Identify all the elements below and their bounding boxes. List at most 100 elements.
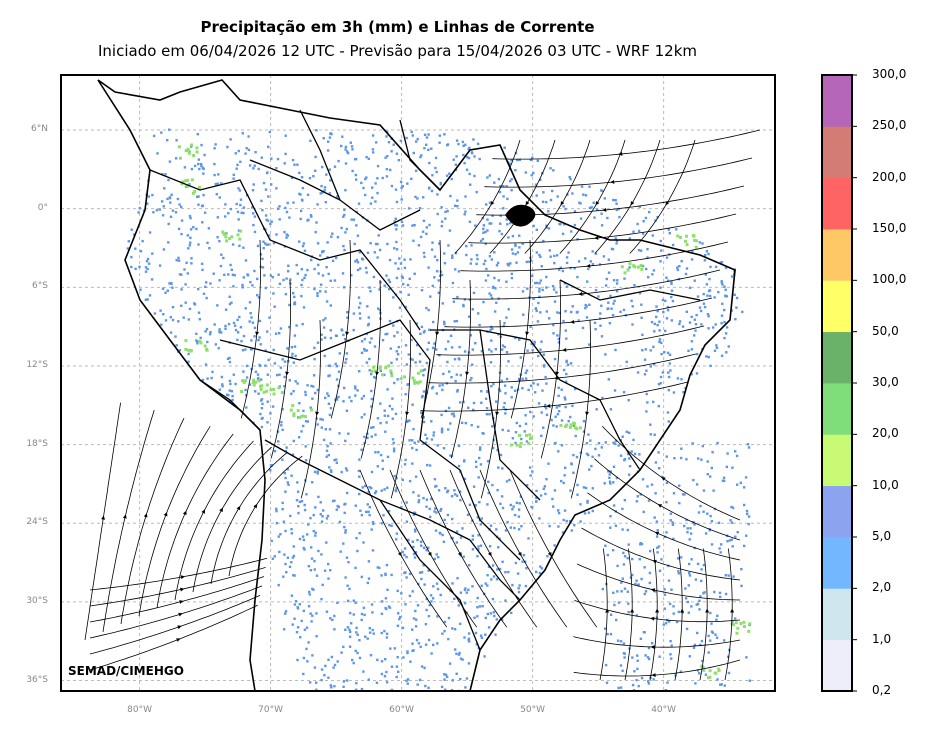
precip-cell [564, 207, 567, 211]
precip-cell [344, 145, 348, 149]
precip-cell-heavy [223, 232, 227, 236]
precip-cell [529, 474, 532, 477]
precip-cell [408, 572, 412, 576]
precip-cell [302, 538, 306, 542]
precip-cell [327, 394, 330, 398]
precip-cell [146, 267, 149, 271]
precip-cell [585, 442, 589, 445]
precip-cell [489, 361, 493, 364]
precip-cell [284, 612, 287, 615]
precip-cell [626, 590, 629, 593]
precip-cell [217, 173, 220, 176]
precip-cell [224, 324, 227, 328]
precip-cell [656, 323, 659, 327]
precip-cell [365, 349, 369, 352]
precip-cell [501, 348, 504, 351]
precip-cell [539, 311, 542, 314]
precip-cell [654, 492, 657, 495]
precip-cell [565, 261, 569, 265]
precip-cell [368, 357, 371, 361]
precip-cell [232, 373, 235, 376]
precip-cell [321, 418, 324, 421]
precip-cell [491, 425, 494, 428]
precip-cell [501, 467, 504, 470]
precip-cell-heavy [742, 620, 746, 624]
precip-cell [421, 230, 425, 233]
precip-cell [465, 253, 468, 257]
streamline-arrow [465, 371, 469, 376]
precip-cell [484, 616, 487, 620]
precip-cell [457, 444, 461, 448]
colorbar-label: 20,0 [872, 426, 899, 441]
precip-cell [444, 688, 447, 691]
precip-cell [320, 597, 323, 601]
precip-cell [296, 626, 300, 629]
precip-cell [570, 310, 573, 314]
precip-cell [442, 447, 446, 450]
precip-cell [414, 609, 417, 613]
precip-cell [323, 336, 327, 339]
precip-cell [189, 216, 192, 220]
precip-cell [216, 216, 219, 219]
precip-cell [549, 167, 552, 170]
precip-cell [734, 450, 737, 453]
precip-cell [539, 494, 543, 497]
precip-cell [545, 224, 548, 227]
precip-cell [300, 619, 303, 623]
precip-cell [383, 629, 386, 633]
precip-cell [569, 489, 572, 492]
precip-cell [333, 628, 336, 631]
precip-cell [688, 286, 692, 289]
precip-cell [671, 243, 675, 247]
precip-cell [444, 217, 447, 220]
precip-cell [450, 376, 453, 379]
precip-cell [473, 616, 476, 619]
precip-cell [376, 164, 380, 168]
precip-cell [454, 252, 458, 255]
precip-cell [470, 244, 473, 247]
precip-cell [387, 278, 390, 281]
precip-cell [739, 481, 742, 484]
precip-cell [259, 253, 263, 256]
precip-cell [360, 397, 364, 400]
precip-cell [344, 576, 347, 579]
precip-cell [717, 291, 720, 294]
precip-cell [517, 508, 521, 511]
precip-cell-heavy [623, 271, 627, 275]
precip-cell [321, 515, 324, 518]
precip-cell [564, 398, 567, 401]
precip-cell [347, 432, 350, 435]
precip-cell [390, 371, 393, 374]
precip-cell [573, 524, 576, 527]
precip-cell [615, 208, 618, 212]
precip-cell [467, 156, 471, 160]
precip-cell [357, 306, 361, 309]
precip-cell [631, 573, 634, 577]
precip-cell [227, 273, 230, 276]
precip-cell [435, 511, 438, 514]
precip-cell-heavy [518, 433, 521, 437]
precip-cell [449, 454, 452, 457]
streamline [674, 548, 683, 681]
precip-cell [324, 396, 327, 400]
precip-cell [367, 510, 370, 513]
precip-cell-heavy [572, 421, 576, 425]
precip-cell-heavy [184, 339, 188, 343]
precip-cell [204, 363, 208, 366]
precip-cell [316, 341, 320, 344]
precip-cell [326, 149, 330, 152]
precip-cell [328, 136, 332, 139]
precip-cell [517, 515, 521, 518]
precip-cell [310, 620, 313, 623]
precip-cell [344, 628, 347, 631]
precip-cell [584, 194, 588, 197]
precip-cell [411, 358, 414, 361]
precip-cell [424, 643, 428, 646]
precip-cell [499, 214, 502, 217]
precip-cell [417, 244, 421, 247]
precip-cell [501, 560, 504, 563]
precip-cell [538, 282, 541, 285]
precip-cell [569, 415, 572, 419]
precip-cell [611, 549, 615, 552]
precip-cell [288, 325, 291, 329]
